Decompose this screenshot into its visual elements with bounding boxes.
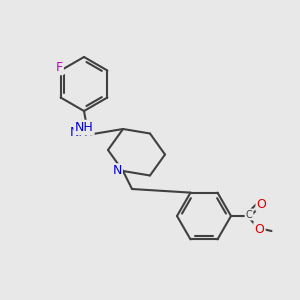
Text: NH: NH bbox=[75, 121, 93, 134]
Text: F: F bbox=[56, 61, 63, 74]
Text: NH: NH bbox=[70, 126, 89, 140]
Text: N: N bbox=[112, 164, 122, 178]
Text: O: O bbox=[255, 223, 264, 236]
Text: C: C bbox=[246, 209, 252, 220]
Text: O: O bbox=[257, 197, 266, 211]
